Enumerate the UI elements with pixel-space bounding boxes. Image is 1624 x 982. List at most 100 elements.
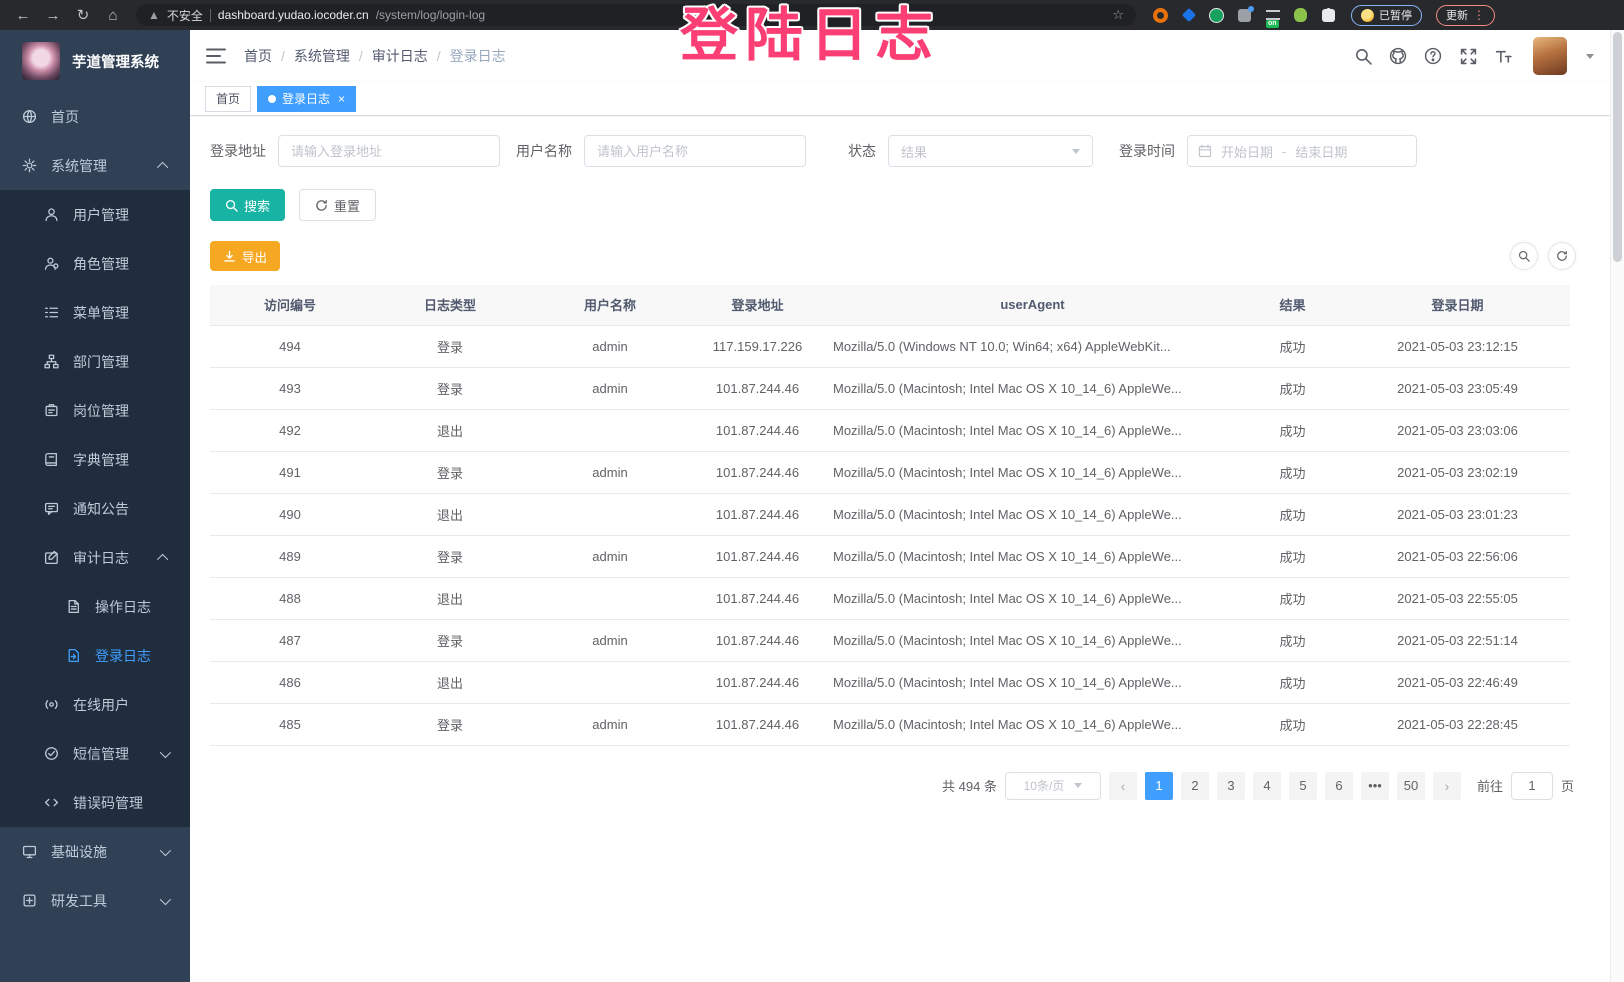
breadcrumb-item[interactable]: 登录日志	[449, 48, 506, 64]
cell-access-id: 494	[210, 325, 370, 368]
font-size-icon[interactable]	[1494, 47, 1512, 65]
total-count: 共 494 条	[942, 779, 997, 794]
active-dot-icon	[268, 94, 277, 103]
page-button-50[interactable]: 50	[1396, 771, 1425, 800]
home-icon[interactable]: ⌂	[108, 6, 118, 24]
scrollbar-thumb[interactable]	[1613, 32, 1622, 262]
app-logo-row[interactable]: 芋道管理系统	[0, 30, 190, 92]
url-domain: dashboard.yudao.iocoder.cn	[217, 8, 369, 22]
sidebar-item-home[interactable]: 首页	[0, 92, 190, 141]
sidebar-item-dev-tools[interactable]: 研发工具	[0, 876, 190, 925]
sidebar-item-label: 在线用户	[73, 696, 129, 713]
export-button[interactable]: 导出	[210, 241, 281, 271]
ext-green-icon[interactable]	[1208, 7, 1225, 24]
ext-list-on-icon[interactable]: on	[1264, 7, 1281, 28]
user-avatar[interactable]	[1533, 37, 1567, 75]
sidebar-item-dict-mgmt[interactable]: 字典管理	[0, 435, 190, 484]
login-address-input[interactable]	[278, 135, 500, 167]
cell-login-ip: 101.87.244.46	[690, 577, 825, 620]
sidebar-item-operate-log[interactable]: 操作日志	[0, 582, 190, 631]
paused-badge[interactable]: 已暂停	[1351, 4, 1422, 26]
bookmark-star-icon[interactable]: ☆	[1112, 7, 1124, 22]
cell-log-type: 登录	[370, 325, 530, 368]
page-size-select[interactable]: 10条/页	[1004, 771, 1101, 800]
update-button[interactable]: 更新 ⋮	[1436, 4, 1495, 26]
sidebar-item-menu-mgmt[interactable]: 菜单管理	[0, 288, 190, 337]
address-bar[interactable]: ▲ 不安全 dashboard.yudao.iocoder.cn /system…	[136, 4, 1136, 26]
main-content: 登录地址 用户名称 状态 结果 登录时间 开始日期 - 结束日期	[190, 117, 1610, 982]
reset-button[interactable]: 重置	[299, 189, 377, 221]
sidebar-item-infrastructure[interactable]: 基础设施	[0, 827, 190, 876]
sidebar-item-label: 操作日志	[95, 598, 151, 615]
sidebar-item-notice[interactable]: 通知公告	[0, 484, 190, 533]
username-input[interactable]	[584, 135, 806, 167]
table-header-row: 访问编号 日志类型 用户名称 登录地址 userAgent 结果 登录日期	[210, 285, 1570, 326]
search-icon[interactable]	[1354, 47, 1372, 65]
next-page-button[interactable]: ›	[1432, 771, 1461, 800]
breadcrumb-item[interactable]: 首页	[244, 48, 272, 64]
hamburger-icon[interactable]	[206, 47, 226, 65]
sidebar-item-login-log[interactable]: 登录日志	[0, 631, 190, 680]
ext-orange-icon[interactable]	[1152, 7, 1169, 24]
fullscreen-icon[interactable]	[1459, 47, 1477, 65]
page-button-5[interactable]: 5	[1288, 771, 1317, 800]
forward-icon[interactable]: →	[45, 6, 61, 24]
date-range-picker[interactable]: 开始日期 - 结束日期	[1187, 135, 1417, 167]
refresh-table-button[interactable]	[1548, 242, 1576, 270]
filter-username: 用户名称	[516, 135, 806, 167]
cell-username: admin	[530, 325, 690, 368]
dashboard-icon	[22, 109, 37, 124]
topbar-actions	[1354, 37, 1594, 75]
ext-puzzle-icon[interactable]	[1320, 7, 1337, 24]
page-button-3[interactable]: 3	[1216, 771, 1245, 800]
table-toolbar: 导出	[210, 241, 1590, 271]
page-button-6[interactable]: 6	[1324, 771, 1353, 800]
help-icon[interactable]	[1424, 47, 1442, 65]
cell-user-agent: Mozilla/5.0 (Macintosh; Intel Mac OS X 1…	[825, 661, 1240, 704]
ext-apps-icon[interactable]	[1236, 7, 1253, 24]
sidebar-item-user-mgmt[interactable]: 用户管理	[0, 190, 190, 239]
sidebar-item-sms-mgmt[interactable]: 短信管理	[0, 729, 190, 778]
sidebar-item-post-mgmt[interactable]: 岗位管理	[0, 386, 190, 435]
goto-page-input[interactable]	[1510, 771, 1553, 800]
cell-username: admin	[530, 535, 690, 578]
sidebar-item-audit-log[interactable]: 审计日志	[0, 533, 190, 582]
page-scrollbar[interactable]	[1610, 30, 1624, 982]
chevron-down-icon[interactable]	[1586, 53, 1594, 59]
sidebar-item-label: 审计日志	[73, 549, 129, 566]
breadcrumb-item[interactable]: 审计日志	[371, 48, 428, 64]
prev-page-button[interactable]: ‹	[1108, 771, 1137, 800]
cell-user-agent: Mozilla/5.0 (Windows NT 10.0; Win64; x64…	[825, 325, 1240, 368]
toggle-search-button[interactable]	[1510, 242, 1538, 270]
status-select[interactable]: 结果	[888, 135, 1093, 167]
github-icon[interactable]	[1389, 47, 1407, 65]
breadcrumb-item[interactable]: 系统管理	[293, 48, 350, 64]
ext-gem-icon[interactable]	[1180, 7, 1197, 24]
tab-登录日志[interactable]: 登录日志 ×	[257, 85, 357, 112]
page-button-2[interactable]: 2	[1180, 771, 1209, 800]
close-icon[interactable]: ×	[338, 91, 346, 106]
column-header: 登录日期	[1345, 285, 1570, 326]
infra-icon	[22, 844, 37, 859]
sidebar-item-role-mgmt[interactable]: 角色管理	[0, 239, 190, 288]
sidebar-item-errcode-mgmt[interactable]: 错误码管理	[0, 778, 190, 827]
tab-首页[interactable]: 首页	[205, 85, 252, 112]
page-button-4[interactable]: 4	[1252, 771, 1281, 800]
sidebar-item-online-users[interactable]: 在线用户	[0, 680, 190, 729]
ext-creature-icon[interactable]	[1292, 7, 1309, 24]
cell-user-agent: Mozilla/5.0 (Macintosh; Intel Mac OS X 1…	[825, 577, 1240, 620]
search-button[interactable]: 搜索	[210, 189, 286, 221]
cell-access-id: 490	[210, 493, 370, 536]
table-row: 492 退出 101.87.244.46 Mozilla/5.0 (Macintosh…	[210, 409, 1570, 452]
sidebar-item-dept-mgmt[interactable]: 部门管理	[0, 337, 190, 386]
cell-access-id: 489	[210, 535, 370, 578]
sidebar-item-label: 菜单管理	[73, 304, 129, 321]
page-button-1[interactable]: 1	[1144, 771, 1173, 800]
page-button-•••[interactable]: •••	[1360, 771, 1389, 800]
search-icon	[225, 199, 238, 212]
kebab-menu-icon[interactable]: ⋮	[1473, 8, 1485, 22]
sidebar-item-system-mgmt[interactable]: 系统管理	[0, 141, 190, 190]
chevron-up-icon	[156, 553, 169, 565]
reload-icon[interactable]: ↻	[76, 7, 90, 24]
back-icon[interactable]: ←	[15, 6, 31, 24]
